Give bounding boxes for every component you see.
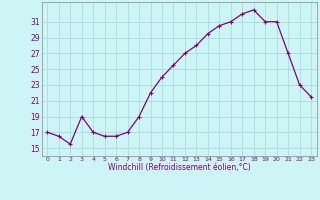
X-axis label: Windchill (Refroidissement éolien,°C): Windchill (Refroidissement éolien,°C) bbox=[108, 163, 251, 172]
